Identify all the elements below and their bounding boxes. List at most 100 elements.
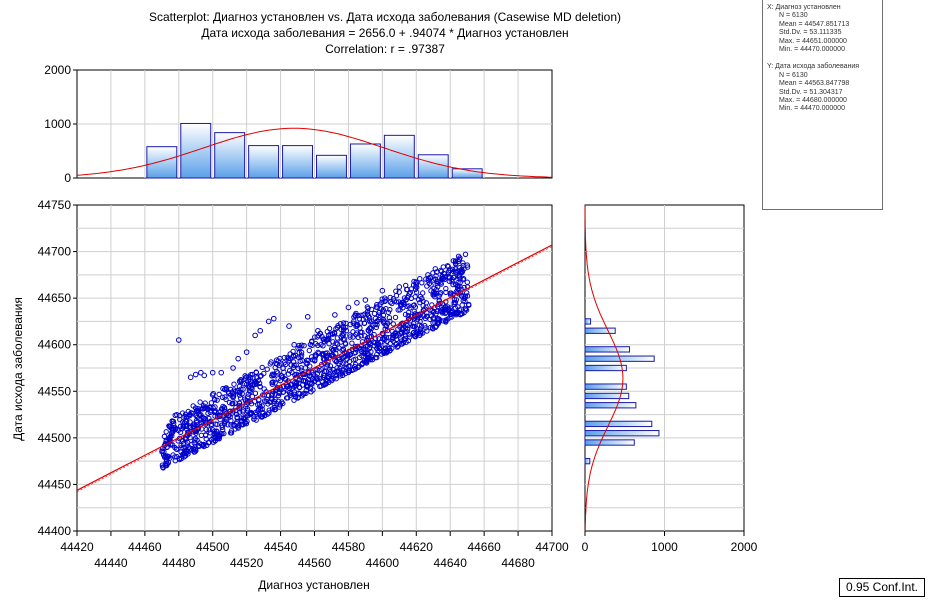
scatter-point	[314, 376, 321, 382]
scatter-point-outlier	[252, 332, 258, 339]
scatter-point	[350, 334, 356, 340]
scatter-point	[296, 380, 302, 386]
scatter-point	[222, 406, 228, 412]
scatter-point	[315, 349, 321, 355]
scatter-point	[271, 372, 277, 379]
scatter-point	[424, 283, 430, 289]
side-hist-bar	[584, 430, 660, 437]
x-stats-max: Max. = 44651.000000	[779, 37, 847, 45]
scatter-point	[170, 418, 177, 425]
chart-title-line1: Scatterplot: Диагноз установлен vs. Дата…	[149, 10, 621, 24]
scatter-point	[210, 427, 216, 433]
scatter-point	[455, 286, 461, 292]
scatter-point	[228, 430, 235, 436]
scatter-point	[307, 363, 313, 369]
scatter-point	[459, 269, 465, 275]
scatter-point-outlier	[447, 267, 454, 274]
scatter-point	[231, 387, 237, 393]
y-tick-label: 44650	[38, 291, 72, 305]
scatter-point	[393, 288, 399, 294]
scatter-point	[406, 291, 412, 297]
scatter-point-outlier	[362, 297, 369, 303]
scatter-point	[453, 261, 459, 267]
scatter-point-outlier	[230, 365, 236, 371]
scatter-point	[330, 347, 336, 353]
scatter-point	[315, 380, 321, 386]
scatter-point	[239, 391, 245, 397]
scatter-point	[235, 425, 242, 431]
top-hist-bar	[316, 154, 347, 179]
scatter-point	[173, 446, 180, 452]
scatter-point	[292, 393, 299, 400]
scatter-point	[440, 318, 446, 324]
side-hist-bar	[584, 327, 616, 334]
scatter-point	[308, 374, 314, 380]
chart-title-line3: Correlation: r = .97387	[325, 42, 445, 56]
side-histogram: 0 1000 2000	[582, 204, 758, 554]
scatter-point	[347, 334, 353, 340]
top-hist-bar	[383, 134, 415, 179]
scatter-point	[402, 311, 409, 318]
scatter-point-outlier	[209, 369, 216, 376]
x-tick-label: 44620	[400, 540, 434, 554]
top-hist-normal-curve	[76, 127, 553, 178]
scatter-point	[295, 390, 302, 396]
scatter-point	[267, 361, 273, 367]
scatter-point	[180, 424, 187, 430]
scatter-point	[255, 377, 261, 384]
scatter-point	[387, 294, 393, 301]
x-tick-label: 44460	[128, 540, 162, 554]
scatter-point	[460, 260, 466, 266]
scatter-point	[396, 289, 402, 295]
scatter-point	[306, 347, 312, 354]
scatter-point	[264, 366, 270, 372]
x-stats-label: X: Диагноз установлен	[767, 4, 841, 11]
scatter-point	[423, 325, 429, 331]
scatter-point	[177, 423, 184, 430]
x-stats-min: Min. = 44470.000000	[779, 46, 845, 54]
scatter-point	[266, 410, 272, 416]
scatter-point	[244, 406, 251, 412]
scatter-point	[208, 418, 214, 424]
scatter-point	[219, 394, 226, 400]
scatter-point	[271, 407, 278, 413]
x-axis-label: Диагноз установлен	[258, 578, 370, 592]
scatter-point	[314, 371, 320, 377]
scatter-point	[256, 380, 263, 386]
scatter-point	[443, 285, 449, 292]
scatter-point	[450, 281, 456, 288]
scatter-point	[460, 277, 466, 283]
scatter-point	[393, 341, 400, 347]
scatter-point	[230, 400, 236, 406]
scatter-point	[319, 351, 325, 358]
scatter-point	[269, 371, 276, 377]
scatter-point	[202, 416, 209, 422]
scatter-point-outlier	[187, 374, 194, 381]
scatter-point	[455, 253, 462, 259]
side-hist-bar	[584, 392, 630, 400]
scatter-point	[377, 345, 383, 352]
scatter-point	[201, 441, 207, 448]
scatter-point	[417, 299, 423, 306]
scatter-point	[193, 423, 199, 429]
chart-title-line2: Дата исхода заболевания = 2656.0 + .9407…	[201, 26, 568, 40]
scatter-point	[460, 298, 466, 304]
scatter-point	[417, 319, 423, 325]
scatter-point	[420, 290, 426, 296]
scatter-point	[192, 437, 198, 443]
scatter-point	[389, 300, 395, 307]
scatter-point	[275, 392, 282, 399]
x-tick-label: 44540	[264, 540, 298, 554]
scatter-point	[340, 320, 347, 326]
scatter-point	[280, 389, 287, 395]
scatter-point	[206, 427, 213, 433]
y-tick-label: 44400	[38, 524, 72, 538]
scatter-point	[170, 427, 176, 434]
scatter-point	[190, 424, 197, 430]
scatter-point	[395, 307, 401, 313]
scatter-point	[448, 309, 454, 316]
scatter-point	[281, 360, 287, 366]
scatter-point	[390, 296, 397, 302]
scatter-point	[290, 348, 296, 355]
scatter-point	[382, 298, 388, 305]
